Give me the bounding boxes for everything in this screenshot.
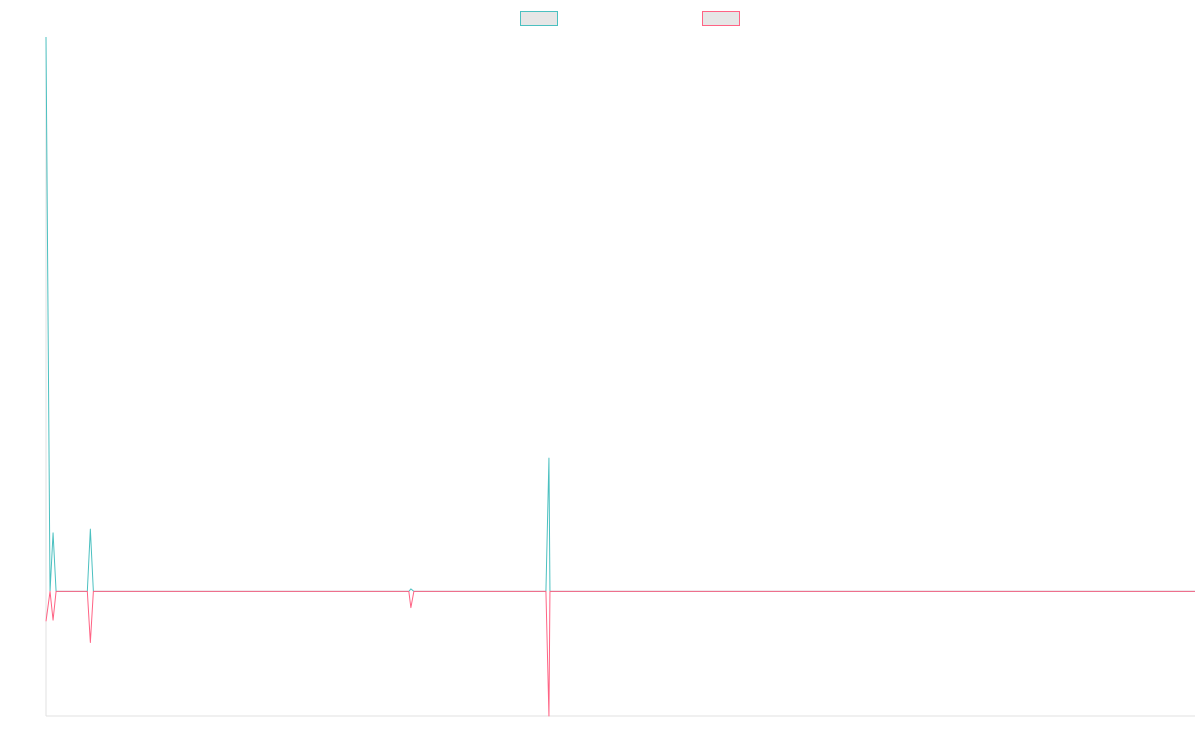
legend-item-series-1[interactable] [520,9,558,27]
series-line-1 [45,36,1195,592]
legend-swatch-series-2 [702,10,740,26]
legend [0,9,1200,27]
series-line-2 [45,590,1195,717]
legend-item-series-2[interactable] [702,9,740,27]
legend-swatch-series-1 [520,10,558,26]
